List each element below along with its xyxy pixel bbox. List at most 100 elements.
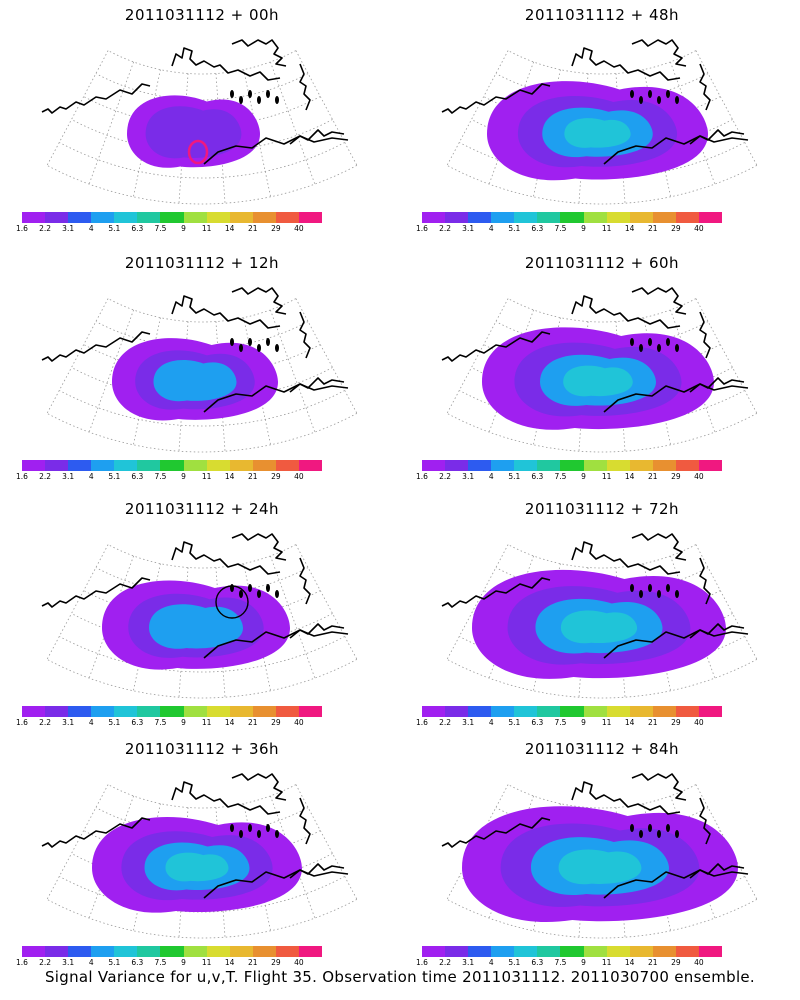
colorbar-label: 1.6: [16, 472, 28, 481]
colorbar-swatch: [537, 460, 561, 471]
colorbar-swatch: [229, 706, 253, 717]
colorbar-label: 14: [624, 472, 635, 481]
panel-title: 2011031112 + 12h: [124, 254, 280, 272]
colorbar-swatch: [422, 946, 446, 957]
colorbar-swatch: [183, 212, 207, 223]
colorbar-label: 14: [224, 224, 235, 233]
colorbar-swatch: [675, 706, 699, 717]
colorbar-label: 7.5: [554, 958, 567, 967]
colorbar-swatch: [583, 946, 607, 957]
colorbar-swatch: [652, 706, 676, 717]
colorbar-swatch: [298, 706, 323, 717]
polar-map: [41, 39, 358, 205]
colorbar-label: 21: [247, 472, 258, 481]
colorbar-swatch: [183, 946, 207, 957]
colorbar-swatch: [583, 706, 607, 717]
colorbar-label: 40: [294, 472, 304, 481]
colorbar-label: 4: [88, 958, 94, 967]
colorbar-swatch: [22, 460, 46, 471]
colorbar-swatch: [137, 946, 161, 957]
colorbar-label: 5.1: [108, 958, 121, 967]
colorbar-label: 3.1: [62, 958, 75, 967]
colorbar-label: 3.1: [462, 472, 475, 481]
polar-map: [441, 39, 758, 205]
colorbar-swatch: [22, 212, 46, 223]
colorbar-label: 2.2: [439, 718, 452, 727]
coastline: [441, 39, 749, 165]
signal-variance-field: [102, 580, 290, 670]
colorbar-label: 11: [201, 718, 212, 727]
panel-title: 2011031112 + 84h: [524, 740, 680, 758]
colorbar-label: 29: [671, 718, 681, 727]
colorbar-swatch: [114, 706, 138, 717]
colorbar-swatch: [206, 946, 230, 957]
colorbar-swatch: [114, 946, 138, 957]
colorbar-swatch: [229, 212, 253, 223]
colorbar-label: 40: [294, 718, 304, 727]
colorbar-label: 4: [88, 224, 94, 233]
colorbar-swatch: [445, 212, 469, 223]
colorbar-label: 7.5: [154, 718, 167, 727]
colorbar-swatch: [22, 946, 46, 957]
coastline: [441, 533, 749, 659]
colorbar-label: 2.2: [439, 472, 452, 481]
colorbar-swatch: [22, 706, 46, 717]
forecast-panel: 2011031112 + 00h 1.6 2.2 3.1 4 5.1 6.3 7.5 9 11 14…: [16, 6, 382, 246]
colorbar-label: 29: [671, 224, 681, 233]
colorbar-label: 9: [181, 224, 186, 233]
colorbar-label: 6.3: [531, 224, 544, 233]
colorbar-label: 40: [694, 224, 704, 233]
forecast-panel: 2011031112 + 48h 1.6 2.2 3.1 4 5.1 6.3 7.5 9 11 14…: [416, 6, 782, 246]
colorbar-label: 2.2: [39, 718, 52, 727]
colorbar-labels: 1.6 2.2 3.1 4 5.1 6.3 7.5 9 11 14 21 29 40: [16, 224, 336, 234]
colorbar-labels: 1.6 2.2 3.1 4 5.1 6.3 7.5 9 11 14 21 29 40: [16, 718, 336, 728]
colorbar-swatch: [114, 460, 138, 471]
colorbar-swatch: [560, 460, 584, 471]
colorbar-swatch: [229, 460, 253, 471]
colorbar-label: 21: [647, 472, 658, 481]
colorbar-label: 9: [581, 472, 586, 481]
colorbar-label: 6.3: [131, 224, 144, 233]
colorbar-labels: 1.6 2.2 3.1 4 5.1 6.3 7.5 9 11 14 21 29 40: [16, 472, 336, 482]
forecast-panel: 2011031112 + 72h 1.6 2.2 3.1 4 5.1 6.3 7.5 9 11 14…: [416, 500, 782, 740]
colorbar-label: 5.1: [508, 472, 521, 481]
colorbar-labels: 1.6 2.2 3.1 4 5.1 6.3 7.5 9 11 14 21 29 40: [416, 224, 736, 234]
colorbar-labels: 1.6 2.2 3.1 4 5.1 6.3 7.5 9 11 14 21 29 40: [416, 472, 736, 482]
colorbar-label: 1.6: [16, 224, 28, 233]
colorbar-swatch: [445, 460, 469, 471]
colorbar-label: 1.6: [16, 958, 28, 967]
coastline: [441, 773, 749, 899]
colorbar-label: 5.1: [108, 718, 121, 727]
colorbar-swatch: [45, 460, 69, 471]
polar-map: [41, 533, 358, 699]
signal-variance-field: [462, 806, 738, 923]
colorbar-swatch: [468, 212, 492, 223]
signal-variance-field: [482, 327, 714, 430]
colorbar-swatch: [68, 460, 92, 471]
colorbar: [422, 460, 723, 471]
colorbar-label: 29: [671, 472, 681, 481]
colorbar-swatch: [514, 946, 538, 957]
colorbar-label: 2.2: [39, 472, 52, 481]
colorbar-label: 2.2: [439, 224, 452, 233]
colorbar-swatch: [275, 946, 299, 957]
colorbar-swatch: [537, 212, 561, 223]
colorbar: [22, 706, 323, 717]
colorbar-label: 11: [601, 718, 612, 727]
coastline: [41, 533, 349, 659]
colorbar-label: 1.6: [416, 718, 428, 727]
colorbar-label: 14: [624, 958, 635, 967]
colorbar-swatch: [491, 706, 515, 717]
colorbar-swatch: [252, 212, 276, 223]
colorbar-swatch: [537, 706, 561, 717]
colorbar-swatch: [183, 460, 207, 471]
colorbar-label: 29: [671, 958, 681, 967]
coastline: [441, 287, 749, 413]
colorbar-label: 5.1: [508, 224, 521, 233]
colorbar-label: 7.5: [154, 472, 167, 481]
colorbar-swatch: [583, 212, 607, 223]
polar-map: [441, 773, 758, 939]
polar-map: [41, 287, 358, 453]
colorbar-swatch: [514, 460, 538, 471]
colorbar-label: 40: [694, 472, 704, 481]
